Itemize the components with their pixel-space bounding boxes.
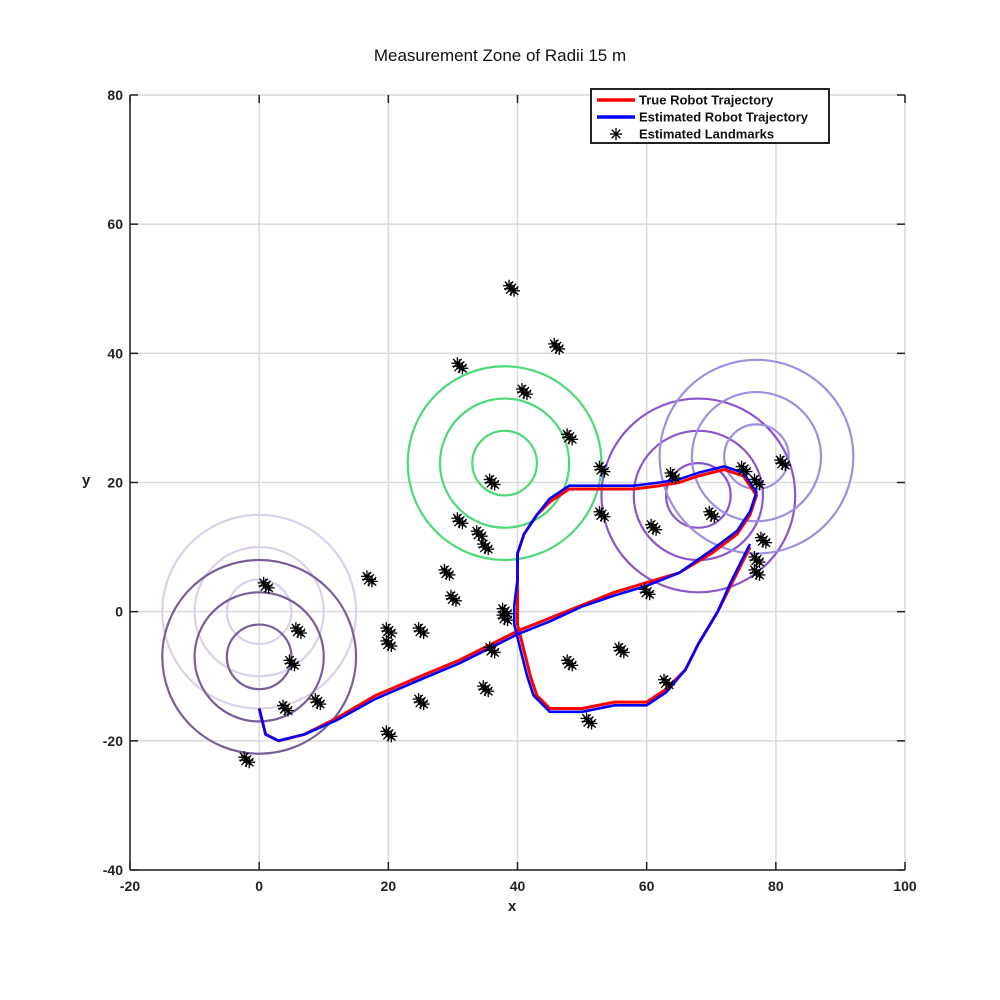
landmark-marker [503,279,516,292]
landmark-marker [277,699,289,712]
landmark-marker [283,654,296,667]
zone-group-4-circle [600,397,797,594]
y-tick-label: 60 [107,216,123,232]
landmark-marker [477,538,490,551]
landmark-marker [754,531,767,544]
zone-group-2-circle [161,558,358,755]
landmark-marker [380,622,393,635]
legend-swatch [610,128,622,140]
landmark-marker [289,622,302,635]
landmarks [238,279,792,769]
landmark-marker [561,428,574,441]
landmark-marker [444,589,457,602]
landmark-marker [365,575,378,588]
landmark-marker [561,654,574,667]
landmark-marker [703,505,716,518]
landmark-marker [477,680,490,693]
landmark-marker [650,523,663,536]
landmark-marker [585,717,598,730]
zone-group-1-circle [193,545,325,678]
landmark-marker [515,383,528,396]
zone-group-3-circle [471,429,538,497]
landmark-marker [438,563,451,576]
y-tick-label: -20 [103,733,123,749]
landmark-marker [412,693,425,706]
landmark-marker [449,594,462,607]
x-tick-label: 40 [510,878,526,894]
landmark-marker [470,525,483,538]
y-tick-label: 0 [115,604,123,620]
y-axis-label: y [82,472,91,489]
legend-label: Estimated Landmarks [639,127,774,142]
landmark-marker [748,551,761,563]
landmark-marker [483,641,496,654]
zone-group-1-circle [225,578,293,646]
legend-label: Estimated Robot Trajectory [639,110,809,125]
x-tick-label: 80 [768,878,784,894]
y-tick-label: 80 [107,87,123,103]
landmark-marker [451,512,464,525]
x-tick-label: 60 [639,878,655,894]
landmark-marker [238,751,251,764]
landmark-marker [593,460,606,473]
legend: True Robot Trajectory Estimated Robot Tra… [590,88,830,144]
landmark-marker [412,622,425,635]
chart-title: Measurement Zone of Radii 15 m [373,46,627,65]
landmark-marker [496,602,509,615]
landmark-marker [483,473,496,486]
y-tick-label: 20 [107,475,123,491]
landmark-marker [774,454,787,467]
landmark-marker [380,725,393,738]
landmark-marker [262,581,275,594]
x-tick-label: 0 [255,878,263,894]
zone-group-4-circle [664,462,732,529]
x-tick-label: -20 [120,878,140,894]
landmark-marker [451,357,464,370]
landmark-marker [748,563,761,576]
true-trajectory-line [257,468,758,743]
landmark-marker [501,607,514,620]
landmark-marker [658,673,671,686]
landmark-marker [548,337,561,350]
legend-label: True Robot Trajectory [639,93,774,108]
landmark-marker [593,505,606,518]
landmark-marker [735,460,748,473]
landmark-marker [309,693,322,706]
measurement-zones [161,358,855,755]
landmark-marker [638,583,651,596]
landmark-marker [580,712,593,725]
landmark-marker [360,570,373,583]
landmark-marker [380,634,393,647]
y-tick-label: -40 [103,862,123,878]
y-tick-label: 40 [107,345,123,361]
zone-group-2-circle [193,591,325,723]
landmark-marker [664,467,677,480]
landmark-marker [612,641,625,654]
landmark-marker [257,576,270,589]
landmark-marker [748,473,761,486]
landmark-marker [645,518,658,531]
x-axis-label: x [508,898,517,915]
landmark-marker [314,698,327,711]
x-tick-label: 20 [381,878,397,894]
zone-group-3-circle [438,397,571,529]
zone-group-5-circle [690,390,823,523]
x-tick-label: 100 [893,878,917,894]
